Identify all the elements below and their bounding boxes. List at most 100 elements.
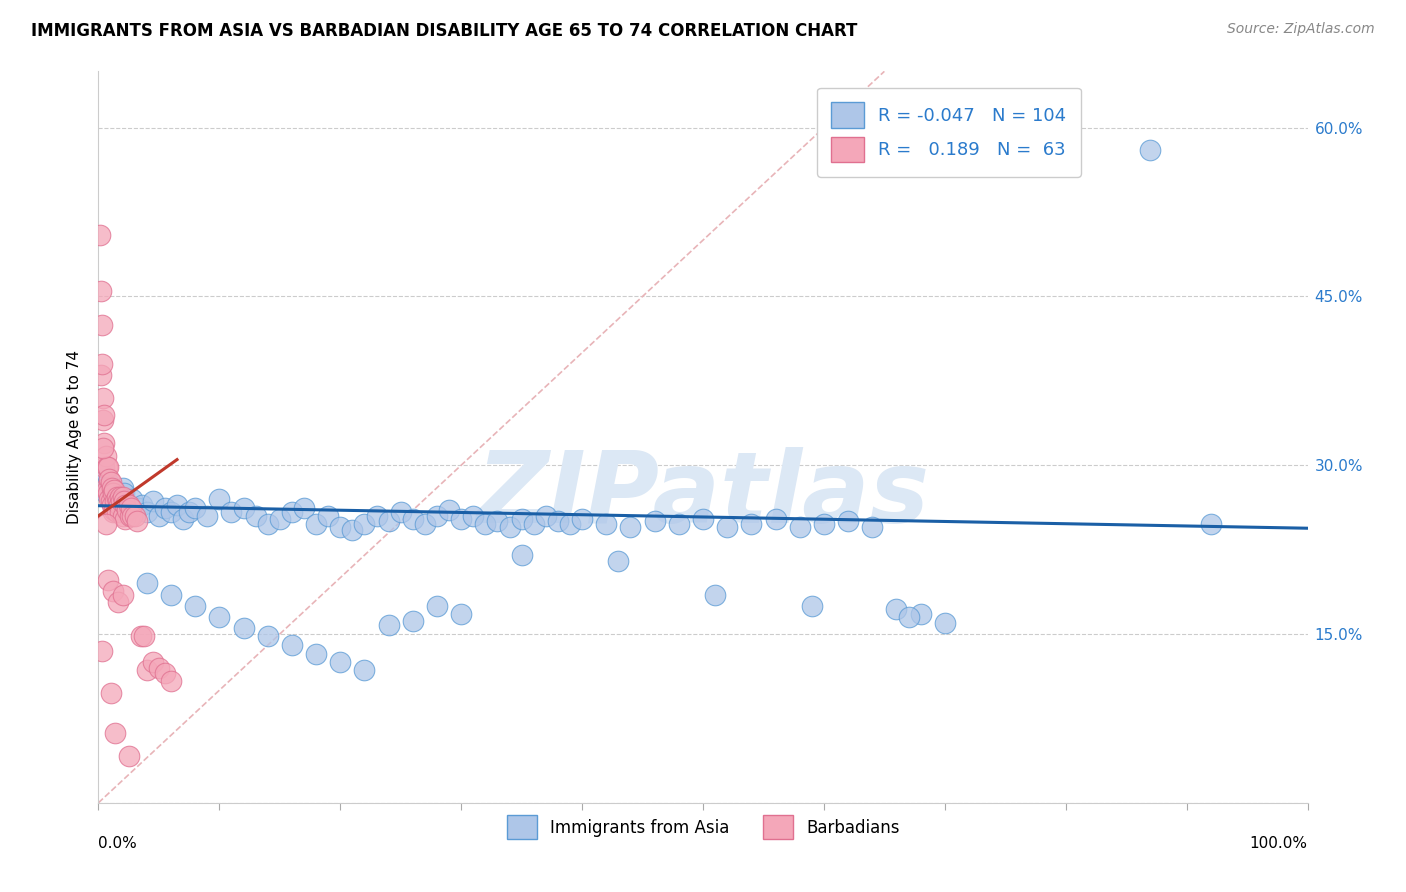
Text: ZIPatlas: ZIPatlas	[477, 447, 929, 544]
Point	[111, 508, 134, 523]
Point	[104, 726, 127, 740]
Point	[104, 494, 127, 508]
Point	[142, 655, 165, 669]
Point	[353, 663, 375, 677]
Point	[114, 494, 136, 508]
Point	[619, 520, 641, 534]
Point	[103, 500, 125, 515]
Point	[450, 512, 472, 526]
Point	[148, 661, 170, 675]
Point	[184, 599, 207, 613]
Point	[558, 516, 581, 531]
Point	[897, 610, 920, 624]
Point	[97, 475, 120, 489]
Point	[704, 588, 727, 602]
Point	[91, 391, 114, 405]
Point	[510, 512, 533, 526]
Point	[108, 494, 131, 508]
Point	[160, 674, 183, 689]
Point	[97, 486, 120, 500]
Point	[135, 663, 157, 677]
Point	[93, 460, 115, 475]
Point	[148, 508, 170, 523]
Point	[256, 516, 278, 531]
Point	[117, 498, 139, 512]
Point	[104, 498, 127, 512]
Point	[740, 516, 762, 531]
Point	[120, 500, 142, 515]
Point	[94, 516, 117, 531]
Point	[108, 498, 131, 512]
Point	[91, 442, 114, 456]
Point	[124, 508, 146, 523]
Point	[450, 607, 472, 621]
Point	[644, 515, 666, 529]
Point	[474, 516, 496, 531]
Point	[134, 629, 156, 643]
Point	[800, 599, 823, 613]
Point	[107, 494, 129, 508]
Text: Source: ZipAtlas.com: Source: ZipAtlas.com	[1227, 22, 1375, 37]
Point	[789, 520, 811, 534]
Point	[105, 490, 128, 504]
Point	[90, 284, 112, 298]
Point	[100, 494, 122, 508]
Text: 0.0%: 0.0%	[98, 836, 138, 851]
Point	[131, 498, 153, 512]
Point	[100, 490, 122, 504]
Point	[101, 506, 124, 520]
Point	[837, 515, 859, 529]
Text: IMMIGRANTS FROM ASIA VS BARBADIAN DISABILITY AGE 65 TO 74 CORRELATION CHART: IMMIGRANTS FROM ASIA VS BARBADIAN DISABI…	[31, 22, 858, 40]
Point	[1199, 516, 1222, 531]
Point	[90, 469, 112, 483]
Point	[142, 494, 165, 508]
Point	[329, 655, 352, 669]
Point	[108, 506, 131, 520]
Point	[91, 644, 114, 658]
Point	[90, 368, 112, 383]
Point	[94, 481, 117, 495]
Point	[305, 647, 328, 661]
Point	[93, 464, 115, 478]
Point	[100, 481, 122, 495]
Point	[498, 520, 520, 534]
Point	[329, 520, 352, 534]
Point	[316, 508, 339, 523]
Point	[437, 503, 460, 517]
Point	[118, 498, 141, 512]
Point	[110, 498, 132, 512]
Point	[135, 576, 157, 591]
Point	[107, 595, 129, 609]
Point	[281, 506, 304, 520]
Point	[595, 516, 617, 531]
Point	[103, 483, 125, 497]
Point	[121, 508, 143, 523]
Point	[1139, 143, 1161, 157]
Point	[377, 618, 399, 632]
Point	[426, 599, 449, 613]
Point	[108, 490, 131, 504]
Point	[765, 512, 787, 526]
Point	[91, 475, 114, 489]
Point	[101, 486, 124, 500]
Point	[366, 508, 388, 523]
Point	[127, 500, 149, 515]
Point	[668, 516, 690, 531]
Point	[184, 500, 207, 515]
Point	[426, 508, 449, 523]
Point	[402, 512, 425, 526]
Point	[934, 615, 956, 630]
Point	[716, 520, 738, 534]
Point	[105, 491, 128, 506]
Point	[118, 748, 141, 763]
Point	[105, 506, 128, 520]
Point	[413, 516, 436, 531]
Point	[547, 515, 569, 529]
Point	[172, 512, 194, 526]
Point	[910, 607, 932, 621]
Point	[269, 512, 291, 526]
Point	[692, 512, 714, 526]
Point	[256, 629, 278, 643]
Point	[100, 498, 122, 512]
Point	[571, 512, 593, 526]
